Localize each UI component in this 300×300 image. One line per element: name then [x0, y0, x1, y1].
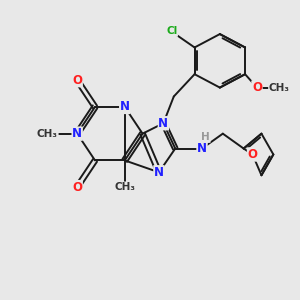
- Text: N: N: [120, 100, 130, 113]
- Text: CH₃: CH₃: [114, 182, 135, 192]
- Text: N: N: [158, 117, 168, 130]
- Text: O: O: [252, 81, 262, 94]
- Text: H: H: [201, 132, 210, 142]
- Text: O: O: [72, 74, 82, 87]
- Text: CH₃: CH₃: [37, 129, 58, 139]
- Text: O: O: [72, 181, 82, 194]
- Text: N: N: [154, 166, 164, 179]
- Text: N: N: [197, 142, 207, 155]
- Text: O: O: [248, 148, 257, 161]
- Text: Cl: Cl: [166, 26, 177, 36]
- Text: N: N: [72, 127, 82, 140]
- Text: CH₃: CH₃: [269, 82, 290, 93]
